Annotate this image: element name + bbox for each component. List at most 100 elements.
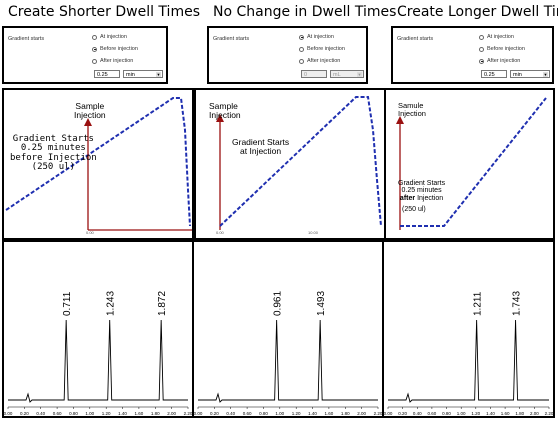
gradient-panel-middle: Sample Injection Gradient Starts at Inje… (194, 88, 386, 240)
title-longer-dwell: Create Longer Dwell Times (397, 4, 558, 20)
x-tick-label: 1.40 (308, 411, 317, 416)
chevron-down-icon[interactable]: ▼ (543, 72, 548, 77)
radio-circle[interactable] (92, 34, 97, 40)
gradient-plot-left (5, 97, 192, 231)
x-tick-label: 0.80 (259, 411, 268, 416)
chromatogram-trace (198, 319, 378, 403)
radio-after-injection[interactable]: After injection (299, 58, 340, 64)
x-tick-label: 1.00 (275, 411, 284, 416)
chromatogram-right: 0.00 0.20 0.40 0.60 0.80 1.00 1.20 1.40 1.60 1.80… (384, 291, 553, 416)
sample-injection-label: Sample Injection (209, 101, 241, 120)
x-tick-label: 1.40 (118, 411, 127, 416)
gradient-plot-middle (216, 96, 382, 230)
radio-before-injection[interactable]: Before injection (92, 46, 138, 52)
x-tick-label: 1.60 (325, 411, 334, 416)
chevron-down-icon[interactable]: ▼ (156, 72, 161, 77)
axis-tick-label: 0.00 (216, 230, 224, 235)
x-tick-label: 2.00 (530, 411, 539, 416)
x-tick-label: 0.20 (398, 411, 407, 416)
radio-at-injection[interactable]: At injection (299, 34, 334, 40)
dwell-value-input[interactable]: 0.25 (481, 70, 507, 78)
gradient-starts-label: Gradient starts (397, 36, 434, 42)
unit-select[interactable]: min ▼ (510, 70, 550, 78)
gradient-start-note: Gradient Starts 0.25 minutes after Injec… (398, 180, 446, 214)
peak-label: 1.743 (512, 291, 523, 316)
radio-at-injection[interactable]: At injection (92, 34, 127, 40)
x-tick-label: 1.80 (151, 411, 160, 416)
x-tick-label: 0.60 (243, 411, 252, 416)
x-tick-label: 0.40 (413, 411, 422, 416)
gradient-start-note: Gradient Starts 0.25 minutes before Inje… (10, 134, 97, 173)
radio-after-injection[interactable]: After injection (92, 58, 133, 64)
x-tick-label: 1.20 (471, 411, 480, 416)
chromatogram-trace (8, 319, 188, 403)
dwell-value-input[interactable]: 0.25 (94, 70, 120, 78)
chevron-down-icon[interactable]: ▼ (357, 72, 362, 77)
gradient-plot-right (396, 97, 547, 230)
peak-label: 0.961 (273, 291, 284, 316)
title-shorter-dwell: Create Shorter Dwell Times (8, 4, 200, 20)
x-tick-label: 0.20 (20, 411, 29, 416)
radio-circle[interactable] (479, 46, 484, 52)
x-tick-label: 1.60 (135, 411, 144, 416)
radio-circle[interactable] (92, 58, 97, 64)
chromatogram-left: 0.00 0.20 0.40 0.60 0.80 1.00 1.20 1.40 1.60 1.80… (4, 291, 192, 416)
gradient-line (400, 97, 547, 227)
x-tick-label: 0.40 (226, 411, 235, 416)
x-tick-label: 0.00 (4, 411, 13, 416)
gradient-line (219, 96, 382, 227)
x-tick-label: 1.20 (102, 411, 111, 416)
options-panel-right: Gradient starts At injection Before inje… (391, 26, 554, 84)
x-tick-label: 0.00 (384, 411, 393, 416)
gradient-starts-label: Gradient starts (213, 36, 250, 42)
axis-tick-label: 0.00 (86, 230, 94, 235)
radio-circle[interactable] (299, 46, 304, 52)
x-tick-label: 1.00 (457, 411, 466, 416)
x-tick-label: 2.00 (357, 411, 366, 416)
x-tick-label: 1.60 (501, 411, 510, 416)
x-tick-label: 2.00 (167, 411, 176, 416)
x-tick-label: 0.60 (53, 411, 62, 416)
axis-tick-label: 10.00 (308, 230, 319, 235)
options-panel-middle: Gradient starts At injection Before inje… (207, 26, 368, 84)
title-no-change: No Change in Dwell Times (213, 4, 397, 20)
x-tick-label: 0.80 (442, 411, 451, 416)
unit-select[interactable]: min ▼ (123, 70, 163, 78)
arrow-head (216, 114, 224, 122)
radio-circle-selected[interactable] (92, 46, 97, 52)
peak-label: 1.872 (157, 291, 168, 316)
chromatogram-middle: 0.00 0.20 0.40 0.60 0.80 1.00 1.20 1.40 1.60 1.80… (194, 291, 382, 416)
x-tick-label: 0.80 (69, 411, 78, 416)
radio-at-injection[interactable]: At injection (479, 34, 514, 40)
x-tick-label: 2.20 (374, 411, 382, 416)
radio-circle-selected[interactable] (479, 58, 484, 64)
radio-before-injection[interactable]: Before injection (299, 46, 345, 52)
gradient-starts-label: Gradient starts (8, 36, 45, 42)
x-tick-label: 0.20 (210, 411, 219, 416)
arrow-head (396, 116, 404, 124)
unit-select[interactable]: mL ▼ (330, 70, 364, 78)
gradient-line (5, 97, 191, 227)
radio-circle[interactable] (479, 34, 484, 40)
x-tick-label: 1.20 (292, 411, 301, 416)
chromatogram-panel-left: 0.00 0.20 0.40 0.60 0.80 1.00 1.20 1.40 1.60 1.80… (2, 240, 194, 418)
chromatogram-panel-right: 0.00 0.20 0.40 0.60 0.80 1.00 1.20 1.40 1.60 1.80… (382, 240, 555, 418)
radio-circle-selected[interactable] (299, 34, 304, 40)
sample-injection-label: Sample Injection (74, 101, 106, 120)
radio-after-injection[interactable]: After injection (479, 58, 520, 64)
radio-before-injection[interactable]: Before injection (479, 46, 525, 52)
gradient-start-note: Gradient Starts at Injection (232, 137, 290, 156)
x-tick-label: 2.20 (545, 411, 553, 416)
dwell-value-input[interactable]: 0 (301, 70, 327, 78)
x-tick-label: 1.00 (85, 411, 94, 416)
options-panel-left: Gradient starts At injection Before inje… (2, 26, 168, 84)
chromatogram-trace (388, 319, 549, 403)
x-tick-label: 2.20 (184, 411, 192, 416)
x-tick-label: 0.00 (194, 411, 203, 416)
x-tick-label: 0.40 (36, 411, 45, 416)
arrow-head (84, 118, 92, 126)
chromatogram-panel-middle: 0.00 0.20 0.40 0.60 0.80 1.00 1.20 1.40 1.60 1.80… (192, 240, 384, 418)
gradient-panel-right: Samule Injection Gradient Starts 0.25 mi… (384, 88, 555, 240)
x-tick-label: 1.80 (341, 411, 350, 416)
radio-circle[interactable] (299, 58, 304, 64)
